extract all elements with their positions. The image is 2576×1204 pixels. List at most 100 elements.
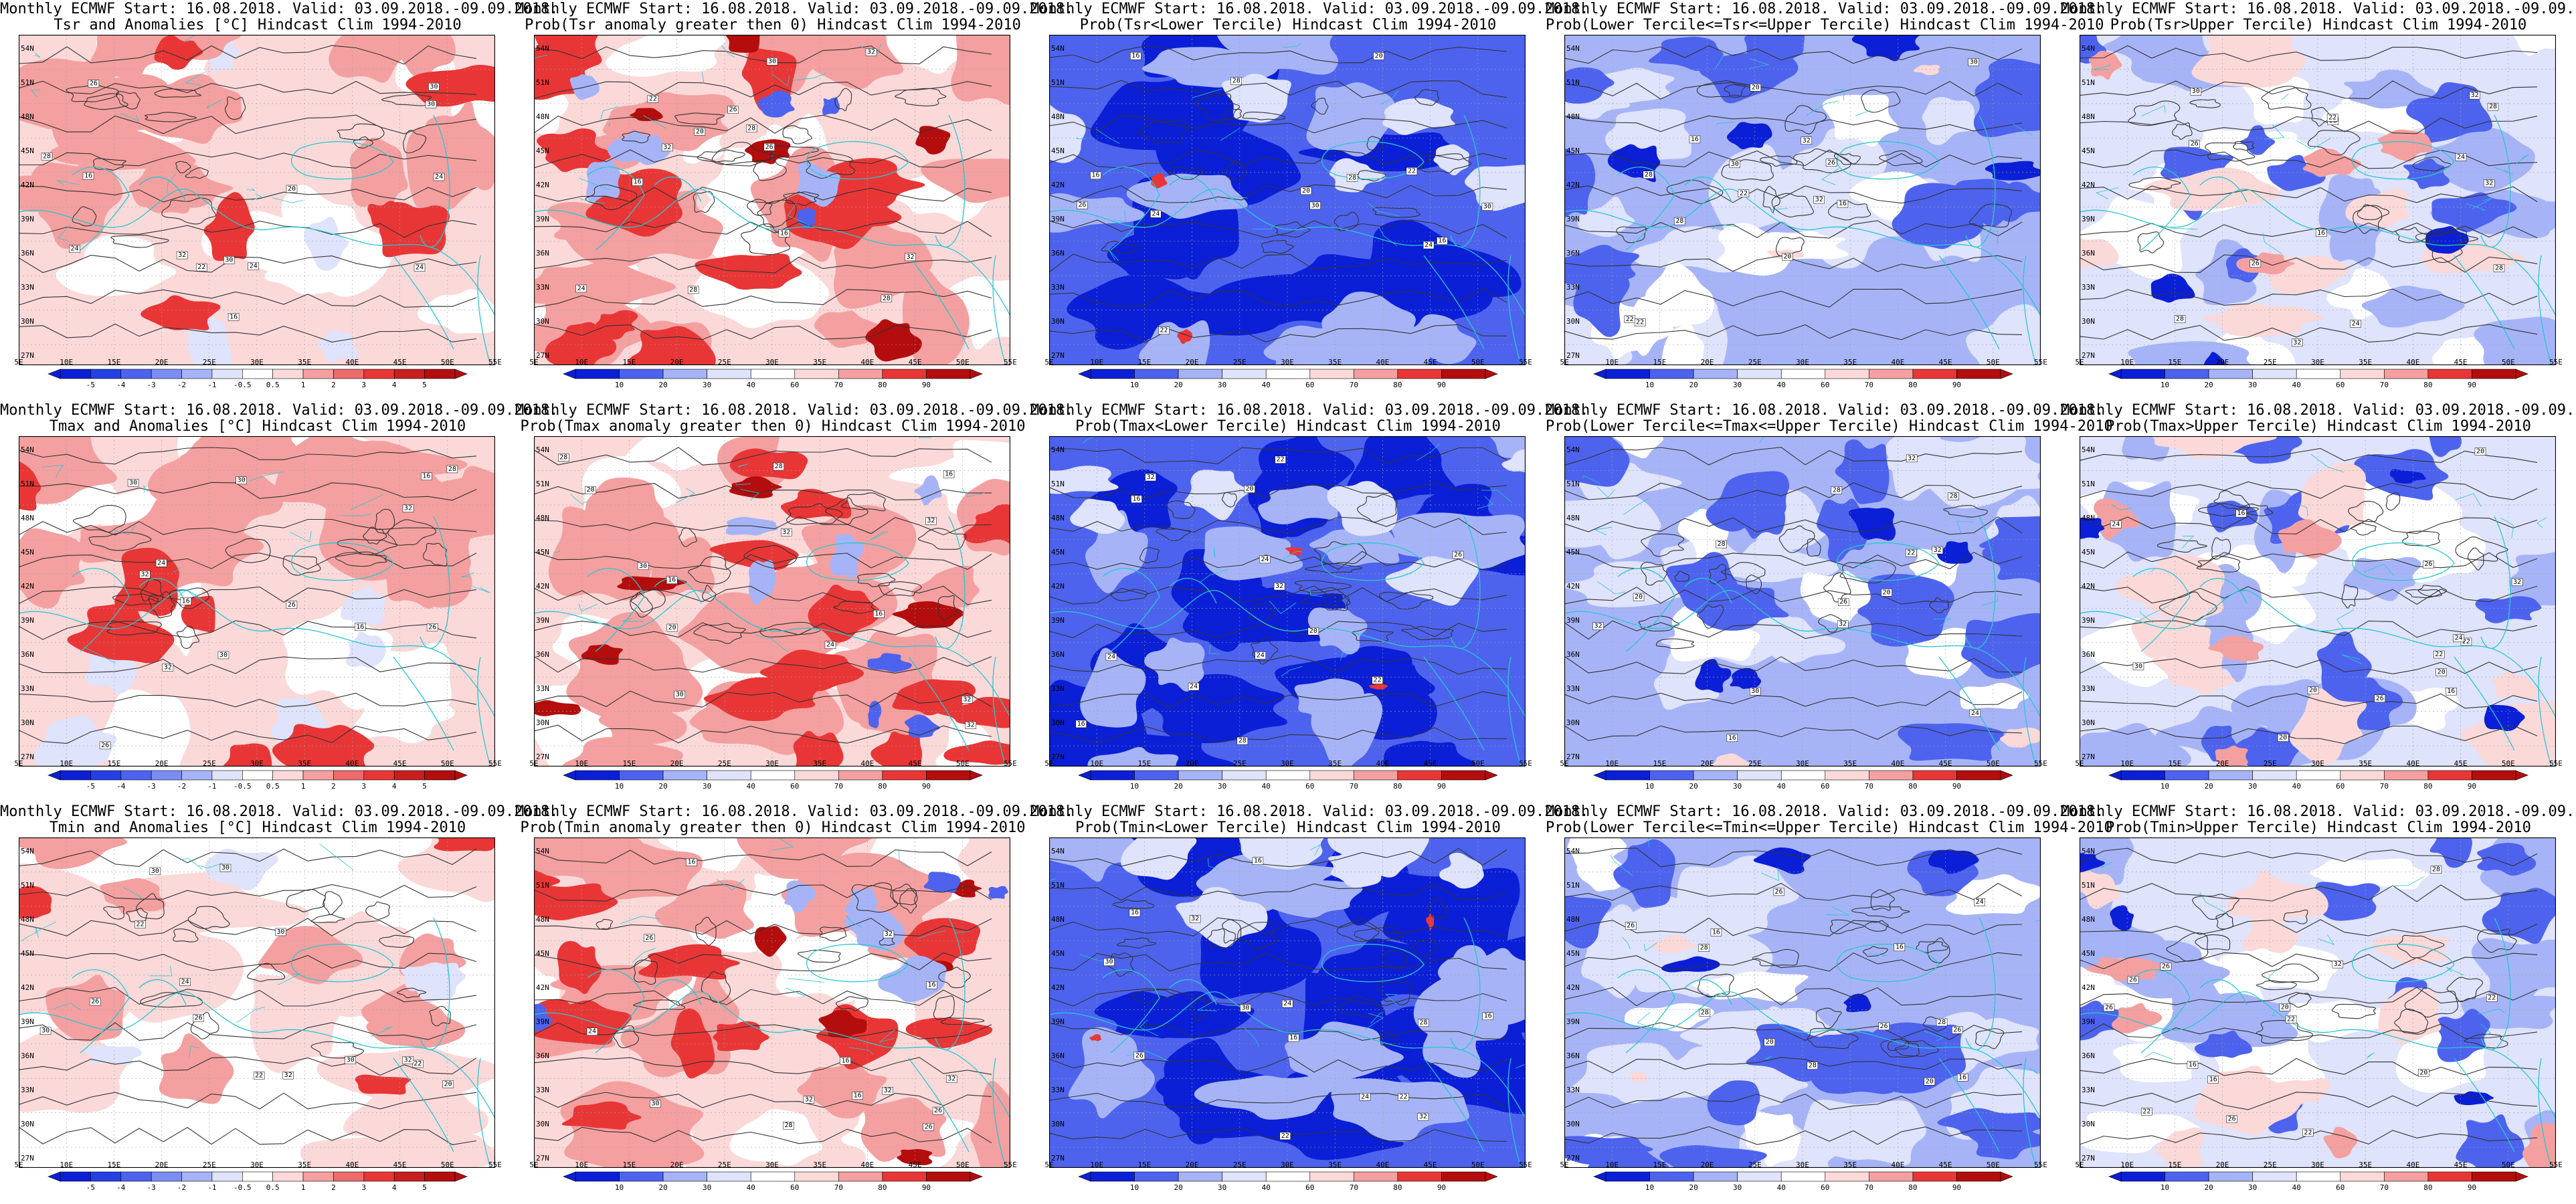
probability-patch xyxy=(1141,47,1278,88)
contour-line xyxy=(19,289,477,308)
panel-title-header: Monthly ECMWF Start: 16.08.2018. Valid: … xyxy=(1546,803,2104,820)
latitude-label: 27N xyxy=(21,752,34,761)
mountain-contour xyxy=(825,497,868,525)
latitude-label: 48N xyxy=(21,915,34,924)
latitude-label: 51N xyxy=(2082,881,2095,890)
coastline xyxy=(2132,568,2247,652)
colorbar-segment xyxy=(1649,770,1694,781)
contour-label: 30 xyxy=(41,1027,50,1035)
contour-label: 28 xyxy=(1645,171,1653,179)
longitude-label: 45E xyxy=(1424,358,1437,367)
contour-label: 26 xyxy=(645,934,653,942)
country-border xyxy=(1981,595,1999,606)
contour-label: 24 xyxy=(2455,635,2463,642)
colorbar-tick-label: 80 xyxy=(1908,1183,1917,1192)
probability-patch xyxy=(1711,753,1750,767)
country-border xyxy=(1365,1013,1384,1030)
country-border xyxy=(899,849,911,869)
colorbar-segment xyxy=(838,1171,883,1182)
colorbar: 10 20 30 40 60 70 80 90 xyxy=(2108,1171,2528,1192)
mountain-contour xyxy=(819,926,847,942)
country-border xyxy=(2318,934,2335,945)
contour-line xyxy=(1049,1022,1507,1041)
probability-patch xyxy=(300,1132,495,1168)
longitude-axis: 5E 10E 15E 20E 25E 30E 35E 40E 45E 50E 55E xyxy=(14,358,502,367)
mountain-contour xyxy=(1851,905,1910,918)
mountain-contour xyxy=(310,1041,364,1059)
country-border xyxy=(2494,167,2514,175)
longitude-label: 25E xyxy=(1233,759,1247,768)
forecast-map: 262622322228162622261620222054N51N48N45N… xyxy=(2080,837,2556,1168)
colorbar-max-arrow xyxy=(2000,770,2013,781)
mountain-contour xyxy=(806,151,856,179)
contour-line xyxy=(1049,254,1507,273)
latitude-label: 45N xyxy=(1566,548,1580,557)
contour-label: 22 xyxy=(2462,638,2470,645)
longitude-label: 20E xyxy=(2216,358,2229,367)
probability-patch xyxy=(2322,90,2452,137)
probability-patch xyxy=(2080,853,2106,873)
probability-patch xyxy=(1501,449,1526,473)
longitude-label: 20E xyxy=(155,1161,169,1169)
graticule xyxy=(2080,436,2556,767)
contour-label: 32 xyxy=(178,252,186,259)
colorbar-tick-label: -1 xyxy=(207,381,216,389)
longitude-label: 15E xyxy=(622,358,636,367)
colorbar-segment xyxy=(2165,1171,2209,1182)
forecast-map: 322820223232242830203228261654N51N48N45N… xyxy=(1564,436,2041,767)
map-frame xyxy=(1564,436,2041,767)
contour-label-box xyxy=(1417,1112,1429,1121)
colorbar-segment xyxy=(794,369,839,379)
longitude-label: 10E xyxy=(2120,759,2134,768)
colorbar-tick-label: -4 xyxy=(116,782,126,791)
panel-title-header: Monthly ECMWF Start: 16.08.2018. Valid: … xyxy=(2061,402,2576,419)
probability-patch xyxy=(581,644,623,665)
colorbar-segment xyxy=(1397,1171,1442,1182)
colorbar-tick-label: 40 xyxy=(747,381,755,389)
contour-line xyxy=(534,45,992,65)
colorbar-tick-label: 10 xyxy=(1130,782,1139,791)
mountain-contour xyxy=(1190,995,1208,1021)
mountain-contour xyxy=(1117,937,1157,948)
contour-label-box xyxy=(1831,486,1843,494)
colorbar-tick-label: 30 xyxy=(1218,782,1226,791)
colorbar: 10 20 30 40 60 70 80 90 xyxy=(1593,369,2013,389)
mountain-contour xyxy=(2172,122,2193,140)
colorbar-max-arrow xyxy=(970,369,983,379)
coastlines-borders xyxy=(534,43,1010,365)
mountain-contour xyxy=(1261,239,1294,254)
probability-patch xyxy=(1726,122,1772,149)
longitude-label: 25E xyxy=(1233,1161,1247,1169)
contour-label: 26 xyxy=(2228,1116,2236,1123)
colorbar-segment xyxy=(1178,1171,1222,1182)
country-border xyxy=(185,72,205,86)
contour-label-box xyxy=(149,867,161,876)
longitude-label: 10E xyxy=(1605,1161,1619,1169)
panel-title-variable: Prob(Tmax<Lower Tercile) Hindcast Clim 1… xyxy=(1075,418,1501,435)
probability-patch xyxy=(904,714,940,738)
colorbar-tick-label: 10 xyxy=(2160,1183,2169,1192)
probability-patch xyxy=(1306,82,1396,157)
longitude-label: 5E xyxy=(1560,1161,1568,1169)
probability-patch xyxy=(757,90,795,118)
country-border xyxy=(1049,878,1056,882)
latitude-label: 51N xyxy=(21,881,34,890)
contour-line xyxy=(1564,1091,2023,1110)
black-sea-coast xyxy=(806,542,909,581)
latitude-label: 45N xyxy=(1566,146,1580,155)
map-panel: Monthly ECMWF Start: 16.08.2018. Valid: … xyxy=(515,0,1073,401)
probability-patch xyxy=(2454,1091,2494,1106)
colorbar-segment xyxy=(1222,1171,1267,1182)
mountain-contour xyxy=(1746,575,1762,595)
country-border xyxy=(1127,1051,1169,1062)
longitude-label: 50E xyxy=(441,358,454,367)
probability-patch xyxy=(1627,282,1677,356)
contour-line xyxy=(2080,1023,2538,1039)
country-border xyxy=(2391,876,2424,887)
mountain-contour xyxy=(834,88,852,112)
